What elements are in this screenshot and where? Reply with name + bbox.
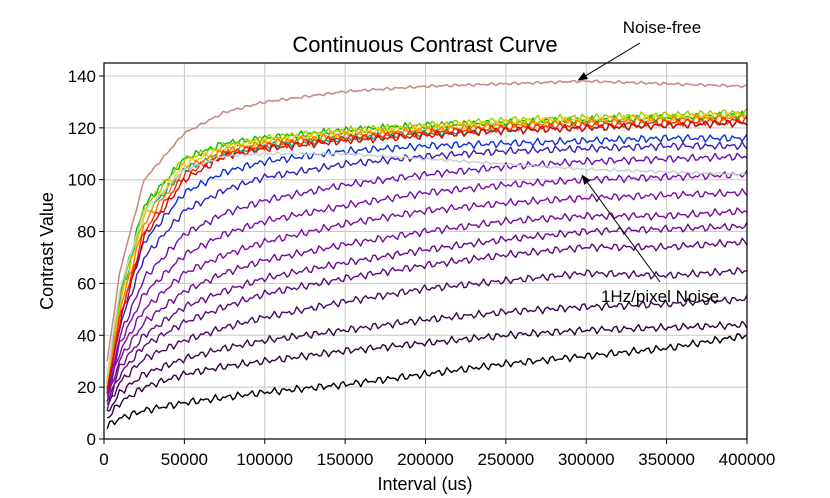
y-axis-label: Contrast Value — [37, 192, 57, 310]
series-line-black — [106, 333, 748, 430]
series-line-noise-free — [106, 79, 748, 362]
y-tick-label: 40 — [77, 326, 96, 345]
annotation-noise-free: Noise-free — [623, 18, 701, 37]
series-line-blue-violet — [106, 141, 748, 390]
y-tick-label: 60 — [77, 274, 96, 293]
x-tick-label: 400000 — [719, 450, 776, 469]
y-tick-label: 100 — [68, 171, 96, 190]
series-line-blue — [106, 133, 748, 387]
series-line-purple-dark-3 — [106, 320, 748, 419]
x-tick-label: 50000 — [161, 450, 208, 469]
y-tick-label: 120 — [68, 119, 96, 138]
series-line-purple-dark-1 — [106, 267, 747, 411]
x-axis-ticks: 0 50000 100000 150000 200000 250000 300000 3500… — [99, 439, 775, 469]
y-tick-label: 20 — [77, 378, 96, 397]
series-line-violet-2 — [106, 170, 748, 395]
y-axis-ticks: 0 20 40 60 80 100 120 140 — [68, 67, 104, 449]
annotation-arrow-noise-free — [577, 42, 641, 81]
y-tick-label: 80 — [77, 223, 96, 242]
series-line-1hz-pixel-noise — [106, 151, 747, 375]
series-line-teal — [106, 118, 748, 384]
x-tick-label: 300000 — [558, 450, 615, 469]
y-tick-label: 140 — [68, 67, 96, 86]
series-layer — [106, 79, 748, 430]
annotations: Noise-free 1Hz/pixel Noise — [577, 18, 719, 306]
x-tick-label: 250000 — [478, 450, 535, 469]
x-tick-label: 100000 — [236, 450, 293, 469]
x-tick-label: 200000 — [397, 450, 454, 469]
x-tick-label: 350000 — [638, 450, 695, 469]
x-tick-label: 0 — [99, 450, 108, 469]
series-line-purple-dark-2 — [107, 294, 748, 412]
series-line-violet-1 — [106, 152, 748, 395]
series-line-violet-6 — [106, 237, 748, 406]
grid — [104, 63, 748, 440]
x-tick-label: 150000 — [317, 450, 374, 469]
series-line-violet-3 — [106, 188, 748, 397]
x-axis-label: Interval (us) — [377, 474, 472, 494]
annotation-arrow-1hz-noise — [581, 174, 661, 283]
y-tick-label: 0 — [87, 430, 96, 449]
annotation-1hz-noise: 1Hz/pixel Noise — [601, 287, 719, 306]
series-line-violet-4 — [106, 207, 748, 403]
series-line-violet-5 — [106, 222, 748, 402]
chart-title: Continuous Contrast Curve — [292, 32, 557, 57]
